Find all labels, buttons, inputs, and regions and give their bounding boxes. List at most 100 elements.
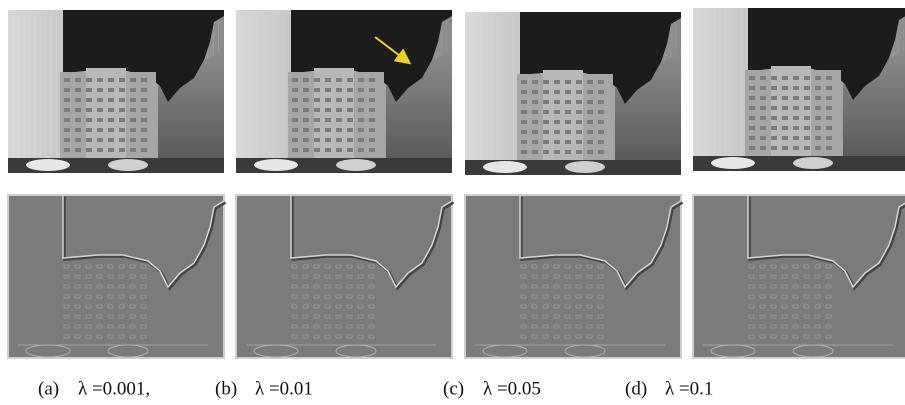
window-edge: [302, 284, 309, 289]
window: [532, 150, 538, 154]
window-edge: [781, 294, 788, 299]
window: [543, 150, 549, 154]
window: [347, 98, 353, 102]
window: [141, 148, 147, 152]
arrow: [374, 36, 412, 65]
window-edge: [586, 274, 593, 279]
panel-label: (b): [215, 378, 237, 399]
image-bg: [692, 194, 905, 359]
window: [303, 138, 309, 142]
window: [303, 148, 309, 152]
window-edge: [825, 294, 832, 299]
window: [554, 90, 560, 94]
window-edge: [96, 264, 103, 269]
thermal-image: [235, 10, 452, 173]
window: [760, 96, 766, 100]
window: [760, 116, 766, 120]
window: [543, 120, 549, 124]
window-edge: [291, 324, 298, 329]
window: [347, 148, 353, 152]
panel-param: λ =0.001,: [78, 378, 150, 399]
window: [576, 150, 582, 154]
window-edge: [803, 314, 810, 319]
window-edge: [553, 314, 560, 319]
window: [760, 126, 766, 130]
window-edge: [770, 264, 777, 269]
window-edge: [74, 304, 81, 309]
window: [314, 118, 320, 122]
window: [565, 90, 571, 94]
window: [826, 136, 832, 140]
window-edge: [553, 294, 560, 299]
window: [554, 110, 560, 114]
window-edge: [531, 264, 538, 269]
window: [369, 98, 375, 102]
window-edge: [792, 334, 799, 339]
window-edge: [107, 324, 114, 329]
sky: [748, 8, 905, 100]
edge-shadow: [63, 196, 227, 291]
window-edge: [118, 314, 125, 319]
window: [358, 108, 364, 112]
window-edge: [575, 334, 582, 339]
window: [108, 138, 114, 142]
window-edge: [803, 334, 810, 339]
window: [576, 130, 582, 134]
window-edge: [129, 314, 136, 319]
window: [347, 138, 353, 142]
window: [358, 118, 364, 122]
window: [804, 76, 810, 80]
window-edge: [129, 264, 136, 269]
window-edge: [531, 274, 538, 279]
window: [141, 118, 147, 122]
car-edge: [482, 344, 528, 358]
window-edge: [542, 314, 549, 319]
window: [554, 80, 560, 84]
window: [358, 138, 364, 142]
window: [532, 100, 538, 104]
window: [565, 150, 571, 154]
window: [292, 118, 298, 122]
window-edge: [781, 304, 788, 309]
window-edge: [302, 264, 309, 269]
car: [336, 159, 376, 171]
window: [130, 108, 136, 112]
window-edge: [324, 294, 331, 299]
window: [521, 100, 527, 104]
window: [119, 128, 125, 132]
window: [64, 108, 70, 112]
window-edge: [74, 324, 81, 329]
window-edge: [814, 324, 821, 329]
window: [336, 88, 342, 92]
window-edge: [520, 274, 527, 279]
window: [598, 90, 604, 94]
window: [336, 148, 342, 152]
window-edge: [803, 284, 810, 289]
car: [483, 161, 527, 173]
panel-param: λ =0.01: [255, 378, 313, 399]
window: [358, 88, 364, 92]
window: [815, 136, 821, 140]
window-edge: [553, 334, 560, 339]
window-edge: [586, 294, 593, 299]
sky: [63, 10, 224, 102]
window: [532, 80, 538, 84]
window-edge: [597, 284, 604, 289]
window-edge: [129, 284, 136, 289]
window: [793, 86, 799, 90]
window: [292, 88, 298, 92]
window: [760, 76, 766, 80]
window: [314, 78, 320, 82]
window: [75, 138, 81, 142]
window: [303, 98, 309, 102]
window-edge: [313, 314, 320, 319]
window-edge: [748, 274, 755, 279]
window-edge: [140, 304, 147, 309]
window-edge: [770, 324, 777, 329]
window: [86, 88, 92, 92]
window-edge: [335, 324, 342, 329]
window-edge: [781, 324, 788, 329]
panel-label: (c): [443, 378, 464, 399]
building-wing: [771, 66, 811, 158]
window-edge: [825, 304, 832, 309]
